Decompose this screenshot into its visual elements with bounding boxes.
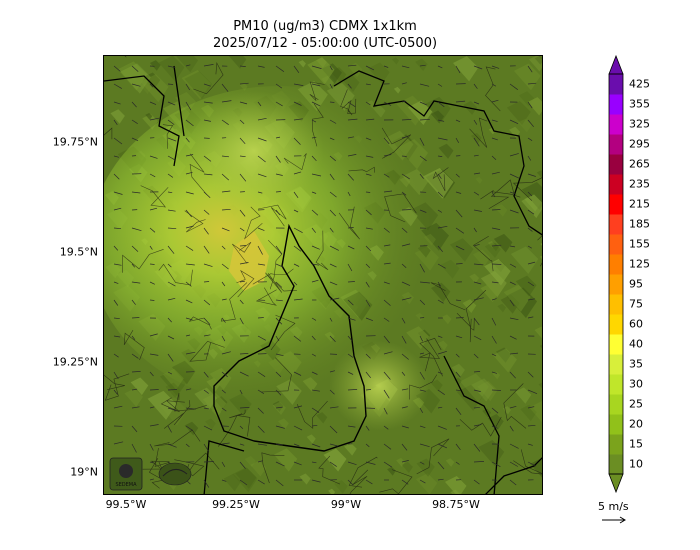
svg-text:SEDEMA: SEDEMA bbox=[115, 482, 137, 488]
colorbar-segment bbox=[609, 454, 623, 475]
colorbar-segment bbox=[609, 254, 623, 275]
lat-tick-label: 19.25°N bbox=[52, 355, 98, 369]
colorbar-segment bbox=[609, 214, 623, 235]
pm10-plume-south bbox=[329, 341, 429, 431]
lat-tick-label: 19.75°N bbox=[52, 135, 98, 149]
colorbar-level-label: 40 bbox=[629, 337, 643, 351]
colorbar-extend-min bbox=[608, 473, 624, 494]
colorbar-level-label: 20 bbox=[629, 417, 643, 431]
colorbar-level-label: 265 bbox=[629, 157, 650, 171]
map-panel[interactable]: SEDEMA bbox=[103, 55, 543, 495]
state-borders bbox=[104, 65, 542, 494]
lon-tick-label: 98.75°W bbox=[432, 498, 480, 511]
lon-tick-label: 99°W bbox=[330, 498, 362, 511]
colorbar-segment bbox=[609, 414, 623, 435]
colorbar-level-label: 425 bbox=[629, 77, 650, 91]
pm10-plume-north bbox=[184, 91, 324, 211]
municipal-borders bbox=[104, 56, 542, 494]
colorbar-level-label: 25 bbox=[629, 397, 643, 411]
colorbar-segment bbox=[609, 334, 623, 355]
colorbar-level-label: 215 bbox=[629, 197, 650, 211]
colorbar-segment bbox=[609, 194, 623, 215]
chart-title: PM10 (ug/m3) CDMX 1x1km bbox=[233, 19, 417, 34]
colorbar-level-label: 155 bbox=[629, 237, 650, 251]
lon-tick-label: 99.5°W bbox=[105, 498, 147, 511]
colorbar-level-label: 235 bbox=[629, 177, 650, 191]
colorbar-segment bbox=[609, 394, 623, 415]
colorbar-level-label: 10 bbox=[629, 457, 643, 471]
colorbar-level-label: 355 bbox=[629, 97, 650, 111]
colorbar-segment bbox=[609, 354, 623, 375]
colorbar-segment bbox=[609, 134, 623, 155]
wind-vectors bbox=[113, 64, 538, 488]
colorbar-level-label: 295 bbox=[629, 137, 650, 151]
colorbar-segment bbox=[609, 434, 623, 455]
cdmx-boundary bbox=[213, 223, 367, 452]
colorbar-segment bbox=[609, 274, 623, 295]
colorbar-segment bbox=[609, 174, 623, 195]
lat-tick-label: 19°N bbox=[70, 465, 98, 479]
lat-tick-label: 19.5°N bbox=[59, 245, 98, 259]
semarnat-logo: SEDEMA bbox=[109, 457, 143, 491]
pm10-map: SEDEMA bbox=[104, 56, 542, 494]
colorbar bbox=[608, 54, 624, 494]
colorbar-segment bbox=[609, 114, 623, 135]
wind-scale-arrow bbox=[602, 516, 626, 524]
colorbar-level-label: 75 bbox=[629, 297, 643, 311]
colorbar-level-label: 35 bbox=[629, 357, 643, 371]
colorbar-segment bbox=[609, 154, 623, 175]
colorbar-level-label: 30 bbox=[629, 377, 643, 391]
chart-subtitle-timestamp: 2025/07/12 - 05:00:00 (UTC-0500) bbox=[212, 36, 438, 51]
agency-logo bbox=[158, 462, 192, 486]
colorbar-segment bbox=[609, 234, 623, 255]
pm10-hotspot bbox=[229, 231, 269, 291]
colorbar-extend-max bbox=[608, 54, 624, 75]
colorbar-level-label: 125 bbox=[629, 257, 650, 271]
colorbar-level-label: 325 bbox=[629, 117, 650, 131]
lon-tick-label: 99.25°W bbox=[212, 498, 260, 511]
colorbar-segment bbox=[609, 74, 623, 95]
colorbar-level-label: 95 bbox=[629, 277, 643, 291]
colorbar-level-label: 15 bbox=[629, 437, 643, 451]
colorbar-level-label: 185 bbox=[629, 217, 650, 231]
colorbar-segment bbox=[609, 94, 623, 115]
wind-scale-label: 5 m/s bbox=[598, 500, 629, 513]
colorbar-segment bbox=[609, 374, 623, 395]
colorbar-segment bbox=[609, 294, 623, 315]
colorbar-segment bbox=[609, 314, 623, 335]
colorbar-level-label: 60 bbox=[629, 317, 643, 331]
